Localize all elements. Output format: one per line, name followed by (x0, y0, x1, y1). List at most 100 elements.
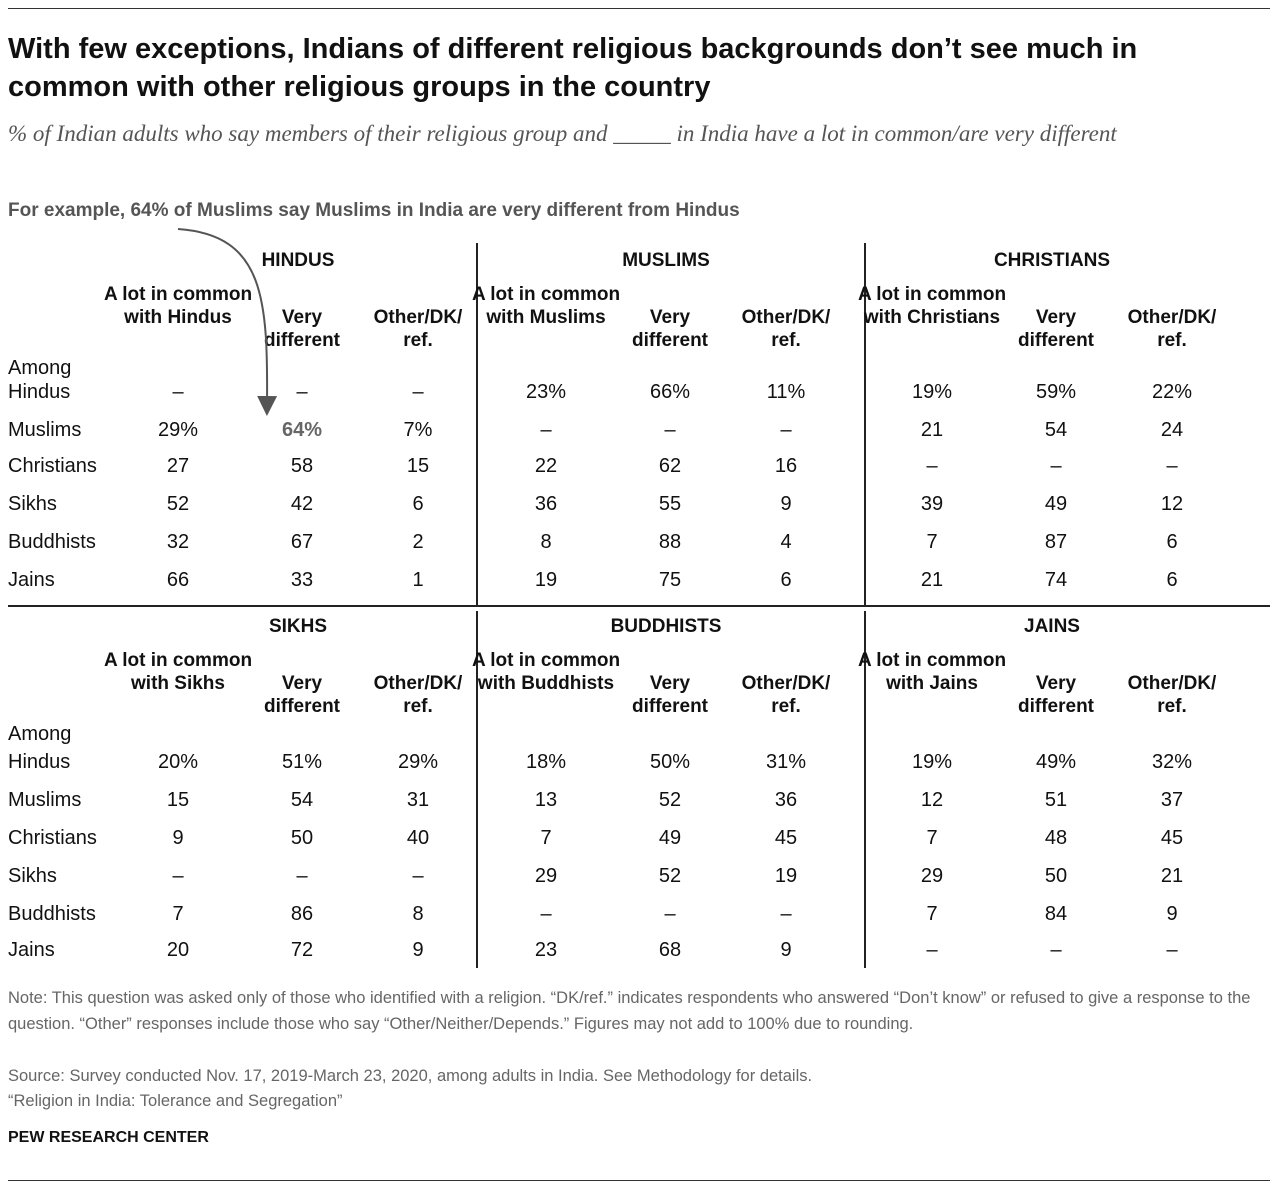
data-cell: 13 (534, 789, 558, 811)
data-cell: 9 (780, 939, 792, 961)
data-cell: 21 (920, 569, 944, 591)
column-header: A lot in common with Buddhists (471, 650, 621, 694)
annotation-arrow-path (177, 228, 278, 416)
data-cell: 86 (290, 903, 314, 925)
data-cell: – (412, 865, 424, 887)
data-cell: – (926, 939, 938, 961)
data-cell: 66 (166, 569, 190, 591)
data-cell: 29% (157, 419, 199, 441)
data-cell: 31% (765, 751, 807, 773)
bottom-rule (8, 1180, 1270, 1181)
group-header: HINDUS (261, 250, 335, 271)
data-cell: 11% (766, 381, 806, 403)
column-header: Very different (264, 307, 340, 351)
data-cell: 36 (534, 493, 558, 515)
data-cell: 50 (1044, 865, 1068, 887)
group-header: SIKHS (268, 616, 328, 637)
data-cell: 62 (658, 455, 682, 477)
data-cell: 8 (412, 903, 424, 925)
data-cell: 21 (920, 419, 944, 441)
group-header: CHRISTIANS (993, 250, 1111, 271)
data-cell: 55 (658, 493, 682, 515)
data-cell: 67 (290, 531, 314, 553)
data-cell: 50 (290, 827, 314, 849)
data-cell: – (780, 419, 792, 441)
data-cell: 15 (166, 789, 190, 811)
data-cell: 49 (658, 827, 682, 849)
data-cell: 54 (290, 789, 314, 811)
row-label: Buddhists (8, 531, 96, 553)
row-label: Sikhs (8, 865, 57, 887)
data-cell: 54 (1044, 419, 1068, 441)
row-label: Sikhs (8, 493, 57, 515)
data-cell: – (1050, 939, 1062, 961)
row-label: Jains (8, 569, 55, 591)
data-cell: – (412, 381, 424, 403)
data-cell: 58 (290, 455, 314, 477)
data-cell: 45 (1160, 827, 1184, 849)
column-header: Very different (1018, 307, 1094, 351)
data-cell: 29 (534, 865, 558, 887)
column-header: Very different (1018, 673, 1094, 717)
data-cell: 49% (1035, 751, 1077, 773)
column-header: A lot in common with Sikhs (103, 650, 253, 694)
column-header: Other/DK/ ref. (373, 673, 463, 717)
data-cell: 19% (911, 751, 953, 773)
data-cell: 68 (658, 939, 682, 961)
data-cell: 12 (1160, 493, 1184, 515)
data-cell: – (540, 903, 552, 925)
data-cell: 23 (534, 939, 558, 961)
row-label: Muslims (8, 789, 82, 811)
data-cell: 32 (166, 531, 190, 553)
data-cell: – (780, 903, 792, 925)
data-cell: 59% (1035, 381, 1077, 403)
data-cell: 9 (1166, 903, 1178, 925)
data-cell: 66% (649, 381, 691, 403)
data-cell: 9 (780, 493, 792, 515)
column-header: Other/DK/ ref. (373, 307, 463, 351)
row-label: Hindus (8, 751, 71, 773)
data-cell: 12 (920, 789, 944, 811)
data-cell: 29 (920, 865, 944, 887)
data-cell: 19 (534, 569, 558, 591)
data-cell: 33 (290, 569, 314, 591)
data-cell: 31 (406, 789, 430, 811)
data-cell: 51 (1044, 789, 1068, 811)
data-cell: 7 (926, 531, 938, 553)
column-separator (864, 243, 866, 606)
column-header: Other/DK/ ref. (1127, 673, 1217, 717)
data-cell: 29% (397, 751, 439, 773)
data-cell: 21 (1160, 865, 1184, 887)
data-cell: 32% (1151, 751, 1193, 773)
data-cell: 48 (1044, 827, 1068, 849)
data-cell: – (926, 455, 938, 477)
data-cell: 45 (774, 827, 798, 849)
data-cell: 22 (534, 455, 558, 477)
data-cell: 16 (774, 455, 798, 477)
data-cell: – (540, 419, 552, 441)
column-header: A lot in common with Jains (857, 650, 1007, 694)
data-cell: – (1166, 455, 1178, 477)
row-label-prefix: Among (8, 723, 72, 745)
top-rule (8, 8, 1270, 9)
data-cell: 6 (780, 569, 792, 591)
data-cell: 4 (780, 531, 792, 553)
data-cell: 20% (157, 751, 199, 773)
row-label: Christians (8, 827, 97, 849)
source-text: Source: Survey conducted Nov. 17, 2019-M… (8, 1067, 813, 1085)
column-header: A lot in common with Christians (857, 284, 1007, 328)
data-cell: 20 (166, 939, 190, 961)
data-cell: 52 (658, 789, 682, 811)
chart-title: With few exceptions, Indians of differen… (8, 33, 1138, 103)
data-cell: 49 (1044, 493, 1068, 515)
data-cell: 19 (774, 865, 798, 887)
data-cell: 37 (1160, 789, 1184, 811)
data-cell: 42 (290, 493, 314, 515)
data-cell: 7 (540, 827, 552, 849)
data-cell: – (296, 381, 308, 403)
data-cell: – (172, 865, 184, 887)
row-label: Hindus (8, 381, 71, 403)
note-text: Note: This question was asked only of th… (8, 989, 1251, 1033)
data-cell: 40 (406, 827, 430, 849)
